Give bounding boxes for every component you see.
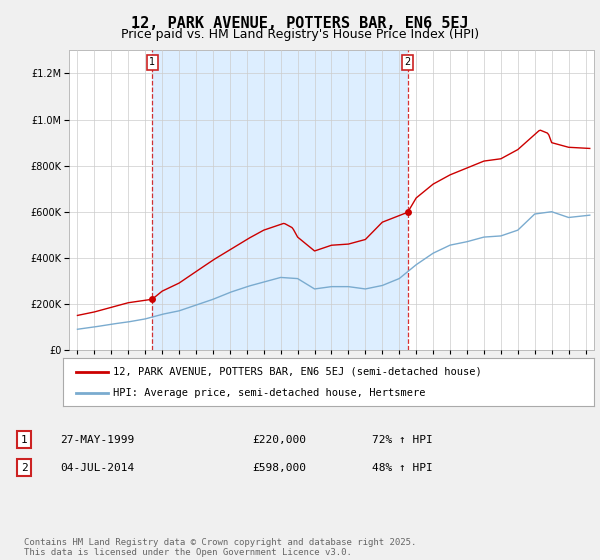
Text: 12, PARK AVENUE, POTTERS BAR, EN6 5EJ: 12, PARK AVENUE, POTTERS BAR, EN6 5EJ — [131, 16, 469, 31]
Text: 48% ↑ HPI: 48% ↑ HPI — [372, 463, 433, 473]
Bar — [152, 50, 408, 350]
Text: Contains HM Land Registry data © Crown copyright and database right 2025.
This d: Contains HM Land Registry data © Crown c… — [24, 538, 416, 557]
Text: 1: 1 — [20, 435, 28, 445]
Text: 1: 1 — [149, 57, 155, 67]
Text: 2: 2 — [404, 57, 411, 67]
Text: HPI: Average price, semi-detached house, Hertsmere: HPI: Average price, semi-detached house,… — [113, 388, 426, 398]
Text: 72% ↑ HPI: 72% ↑ HPI — [372, 435, 433, 445]
Text: £598,000: £598,000 — [252, 463, 306, 473]
Text: £220,000: £220,000 — [252, 435, 306, 445]
Text: 12, PARK AVENUE, POTTERS BAR, EN6 5EJ (semi-detached house): 12, PARK AVENUE, POTTERS BAR, EN6 5EJ (s… — [113, 367, 482, 377]
Text: 2: 2 — [20, 463, 28, 473]
Text: Price paid vs. HM Land Registry's House Price Index (HPI): Price paid vs. HM Land Registry's House … — [121, 28, 479, 41]
Text: 04-JUL-2014: 04-JUL-2014 — [60, 463, 134, 473]
Text: 27-MAY-1999: 27-MAY-1999 — [60, 435, 134, 445]
